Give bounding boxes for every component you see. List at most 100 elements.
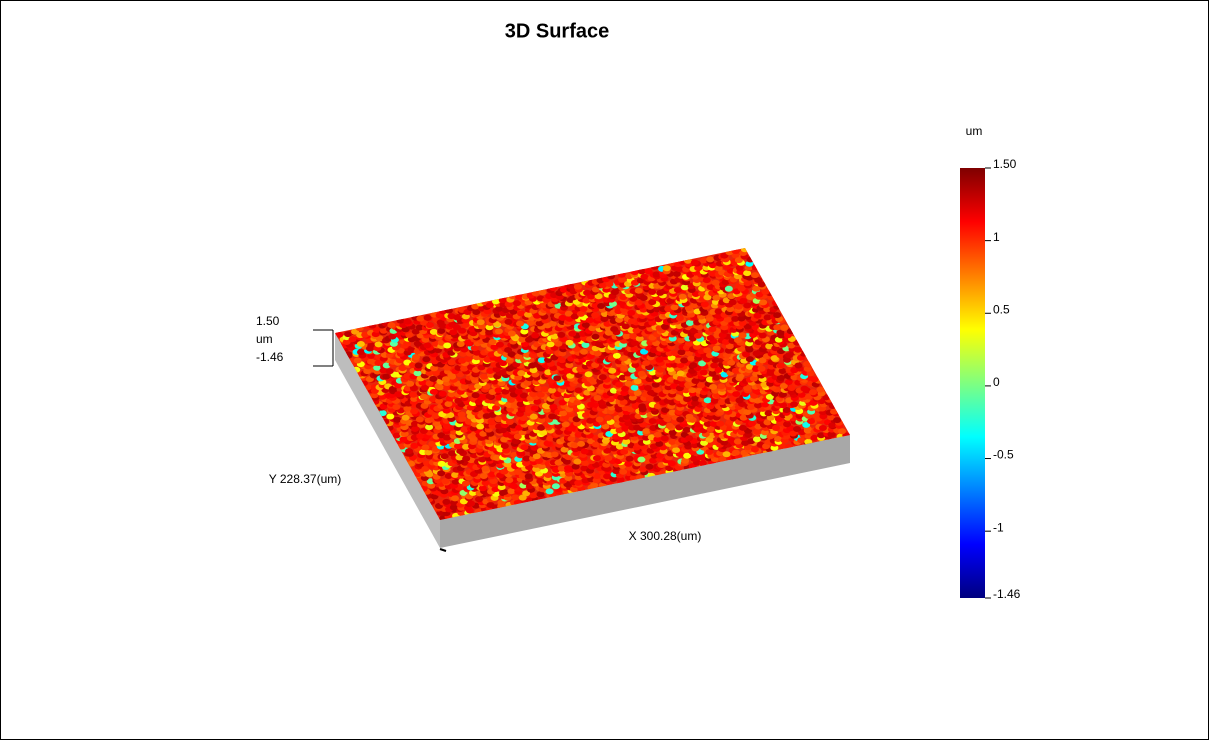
texture-speck xyxy=(712,345,721,352)
texture-speck xyxy=(729,395,738,402)
texture-speck xyxy=(690,302,699,309)
texture-speck xyxy=(467,500,476,507)
texture-speck xyxy=(409,391,418,398)
texture-speck xyxy=(723,316,732,323)
texture-speck xyxy=(405,448,414,455)
texture-speck xyxy=(793,346,802,353)
texture-speck xyxy=(565,362,574,369)
texture-speck xyxy=(432,370,441,377)
texture-speck xyxy=(493,321,502,328)
texture-speck xyxy=(400,430,409,437)
texture-speck xyxy=(809,389,818,396)
texture-speck xyxy=(372,326,381,333)
texture-speck xyxy=(422,356,431,363)
texture-speck xyxy=(633,424,642,431)
texture-speck xyxy=(504,346,513,353)
texture-speck xyxy=(557,465,566,472)
texture-speck xyxy=(421,465,430,472)
texture-speck xyxy=(612,352,621,359)
texture-speck xyxy=(503,461,512,468)
texture-speck xyxy=(513,469,522,476)
texture-speck xyxy=(559,286,568,293)
texture-speck xyxy=(451,478,460,485)
texture-speck xyxy=(790,401,799,408)
texture-speck xyxy=(518,472,527,479)
texture-speck xyxy=(573,399,582,406)
texture-speck xyxy=(509,483,518,490)
texture-speck xyxy=(714,366,723,373)
texture-speck xyxy=(476,423,485,430)
texture-speck xyxy=(790,374,799,381)
texture-speck xyxy=(502,447,511,454)
z-tick-label: -1.46 xyxy=(256,350,284,364)
texture-speck xyxy=(407,347,416,354)
texture-speck xyxy=(532,453,541,460)
texture-speck xyxy=(536,351,545,358)
texture-speck xyxy=(495,341,504,348)
texture-speck xyxy=(478,456,487,463)
texture-speck xyxy=(568,330,577,337)
texture-speck xyxy=(783,421,792,428)
texture-speck xyxy=(421,444,430,451)
texture-speck xyxy=(564,454,573,461)
texture-speck xyxy=(709,420,718,427)
texture-speck xyxy=(429,375,438,382)
x-axis-label: X 300.28(um) xyxy=(629,529,702,543)
texture-speck xyxy=(660,435,669,442)
texture-speck xyxy=(559,410,568,417)
texture-speck xyxy=(481,465,490,472)
texture-speck xyxy=(522,455,531,462)
texture-speck xyxy=(696,454,705,461)
texture-speck xyxy=(765,343,774,350)
texture-speck xyxy=(577,440,586,447)
texture-speck xyxy=(658,296,667,303)
texture-speck xyxy=(624,380,633,387)
texture-speck xyxy=(529,413,538,420)
texture-speck xyxy=(505,418,514,425)
texture-speck xyxy=(692,343,701,350)
texture-speck xyxy=(367,342,376,349)
texture-speck xyxy=(838,428,847,435)
texture-speck xyxy=(561,421,570,428)
texture-speck xyxy=(794,362,803,369)
texture-speck xyxy=(388,385,397,392)
texture-speck xyxy=(398,365,407,372)
texture-speck xyxy=(394,391,403,398)
texture-speck xyxy=(638,403,647,410)
texture-speck xyxy=(442,407,451,414)
texture-speck xyxy=(548,413,557,420)
texture-speck xyxy=(691,400,700,407)
texture-speck xyxy=(452,324,461,331)
texture-speck xyxy=(571,463,580,470)
texture-speck xyxy=(411,353,420,360)
surface-side-front xyxy=(440,435,850,548)
texture-speck xyxy=(622,333,631,340)
texture-speck xyxy=(703,397,712,404)
texture-speck xyxy=(500,368,509,375)
texture-speck xyxy=(708,370,717,377)
texture-speck xyxy=(447,391,456,398)
texture-speck xyxy=(735,264,744,271)
texture-speck xyxy=(472,309,481,316)
texture-speck xyxy=(668,409,677,416)
texture-speck xyxy=(443,364,452,371)
texture-speck xyxy=(434,398,443,405)
texture-speck xyxy=(705,448,714,455)
texture-speck xyxy=(634,299,643,306)
texture-speck xyxy=(563,465,572,472)
texture-speck xyxy=(637,268,646,275)
texture-speck xyxy=(802,421,811,428)
texture-speck xyxy=(761,288,770,295)
texture-speck xyxy=(442,423,451,430)
texture-speck xyxy=(676,370,685,377)
texture-speck xyxy=(737,315,746,322)
texture-speck xyxy=(619,399,628,406)
texture-speck xyxy=(537,463,546,470)
texture-speck xyxy=(807,418,816,425)
texture-speck xyxy=(491,404,500,411)
texture-speck xyxy=(629,295,638,302)
texture-speck xyxy=(592,455,601,462)
texture-speck xyxy=(494,305,503,312)
texture-speck xyxy=(444,473,453,480)
texture-speck xyxy=(443,434,452,441)
